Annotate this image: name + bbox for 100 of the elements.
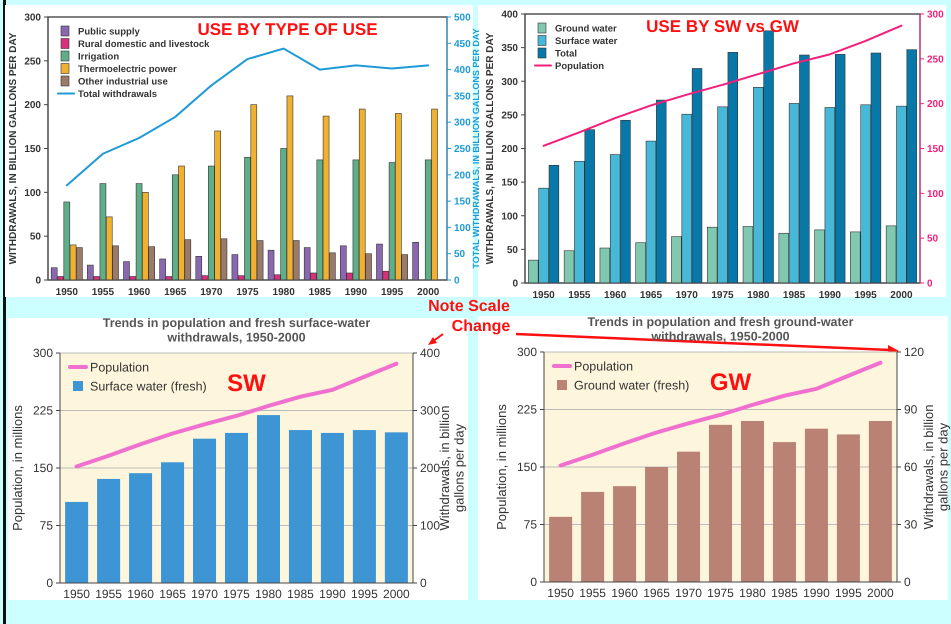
legend-label: Population xyxy=(574,359,634,374)
x-tick-label: 2000 xyxy=(890,290,913,301)
y-tick-label: 0 xyxy=(512,278,518,290)
x-tick-label: 1990 xyxy=(803,586,830,600)
y2-tick-label: 250 xyxy=(927,54,944,66)
bar xyxy=(352,430,376,583)
y-axis-title: WITHDRAWALS, IN BILLION GALLONS PER DAY xyxy=(8,32,19,264)
y-tick-label: 300 xyxy=(516,345,538,360)
annotation: SW xyxy=(227,370,266,397)
y-tick-label: 75 xyxy=(524,518,538,532)
y2-tick-label: 100 xyxy=(420,518,440,533)
x-tick-label: 2000 xyxy=(867,586,894,600)
x-tick-label: 1980 xyxy=(255,587,282,601)
y-tick-label: 0 xyxy=(35,276,42,286)
bar xyxy=(384,432,408,583)
x-tick-label: 1955 xyxy=(568,290,591,301)
x-tick-label: 1960 xyxy=(604,290,627,301)
y-tick-label: 0 xyxy=(46,576,54,590)
legend-label: Ground water xyxy=(555,23,618,34)
bar xyxy=(161,462,184,583)
bar xyxy=(320,432,344,583)
bar xyxy=(677,452,700,582)
x-tick-label: 2000 xyxy=(383,587,410,601)
y-tick-label: 200 xyxy=(24,100,42,112)
legend-label: Thermoelectric power xyxy=(78,64,178,75)
x-tick-label: 1975 xyxy=(707,586,734,600)
y2-tick-label: 0 xyxy=(904,575,911,590)
y-tick-label: 250 xyxy=(24,56,42,68)
y2-tick-label: 0 xyxy=(420,576,427,590)
y2-tick-label: 300 xyxy=(454,118,472,129)
x-tick-label: 1975 xyxy=(236,287,260,298)
y-tick-label: 300 xyxy=(24,12,42,24)
chart-title: USE BY TYPE OF USE xyxy=(197,20,378,39)
y2-tick-label: 400 xyxy=(454,65,472,76)
y2-tick-label: 350 xyxy=(454,91,472,102)
annotation: GW xyxy=(710,369,752,396)
y2-tick-label: 300 xyxy=(420,404,440,418)
y2-axis-title: Withdrawals, in billion gallons per day xyxy=(921,404,950,530)
line-series xyxy=(558,360,882,468)
legend-label: Irrigation xyxy=(78,51,120,62)
legend-label: Other industrial use xyxy=(78,76,168,88)
y-tick-label: 350 xyxy=(501,43,518,54)
y2-tick-label: 120 xyxy=(904,345,924,360)
y-tick-label: 100 xyxy=(501,211,518,222)
x-tick-label: 1990 xyxy=(818,290,842,301)
x-tick-label: 1970 xyxy=(676,290,698,301)
x-tick-label: 1970 xyxy=(675,586,702,600)
legend-label: Public supply xyxy=(78,26,140,38)
y-axis-title: WITHDRAWALS, IN BILLION GALLONS PER DAY xyxy=(485,32,496,264)
x-tick-label: 1955 xyxy=(92,287,114,298)
y-tick-label: 0 xyxy=(530,575,538,590)
y-tick-label: 150 xyxy=(516,460,538,474)
y-tick-label: 400 xyxy=(501,10,518,20)
bar xyxy=(836,434,860,582)
y2-tick-label: 100 xyxy=(927,188,944,200)
y2-tick-label: 150 xyxy=(927,144,944,155)
x-tick-label: 1960 xyxy=(128,287,151,298)
bar xyxy=(613,486,636,582)
legend-label: Total withdrawals xyxy=(78,88,158,100)
x-tick-label: 1965 xyxy=(159,587,186,601)
y2-tick-label: 200 xyxy=(454,170,472,182)
x-tick-label: 1990 xyxy=(344,287,368,298)
y2-tick-label: 30 xyxy=(904,518,918,532)
bar xyxy=(193,438,216,583)
legend-label: Ground water (fresh) xyxy=(574,378,690,392)
y-tick-label: 200 xyxy=(501,144,518,155)
legend-label: Total xyxy=(555,48,577,60)
x-tick-label: 1950 xyxy=(63,587,90,601)
y-axis-title: Population, in millions xyxy=(10,404,25,531)
y-tick-label: 150 xyxy=(32,461,54,476)
x-tick-label: 1985 xyxy=(771,586,798,600)
bar xyxy=(412,242,419,280)
x-tick-label: 1970 xyxy=(200,287,223,298)
x-tick-label: 1980 xyxy=(747,290,770,301)
y2-tick-label: 0 xyxy=(454,276,460,286)
x-tick-label: 1990 xyxy=(319,587,346,601)
x-tick-label: 1955 xyxy=(579,586,606,600)
bar xyxy=(256,415,280,583)
bar xyxy=(65,502,88,583)
x-tick-label: 1995 xyxy=(380,287,404,298)
bar xyxy=(645,467,668,582)
y2-tick-label: 50 xyxy=(927,234,939,245)
y2-tick-label: 50 xyxy=(454,249,466,260)
line-series xyxy=(74,362,398,468)
y2-tick-label: 450 xyxy=(454,38,472,50)
x-tick-label: 1985 xyxy=(782,290,806,301)
y-tick-label: 300 xyxy=(501,76,518,88)
y-tick-label: 225 xyxy=(516,402,538,417)
y-tick-label: 100 xyxy=(24,188,42,199)
y2-tick-label: 60 xyxy=(904,460,918,474)
y-tick-label: 50 xyxy=(506,244,518,256)
x-tick-label: 1960 xyxy=(127,587,154,601)
legend-label: Surface water (fresh) xyxy=(90,379,207,394)
x-tick-label: 1965 xyxy=(643,586,670,600)
chart-title: Trends in population and fresh ground-water withdrawals, 1950-2000 xyxy=(588,315,854,344)
y-tick-label: 300 xyxy=(32,346,54,360)
x-tick-label: 1995 xyxy=(351,587,378,601)
bar xyxy=(224,432,248,583)
bar xyxy=(804,428,828,582)
bar xyxy=(868,421,892,582)
